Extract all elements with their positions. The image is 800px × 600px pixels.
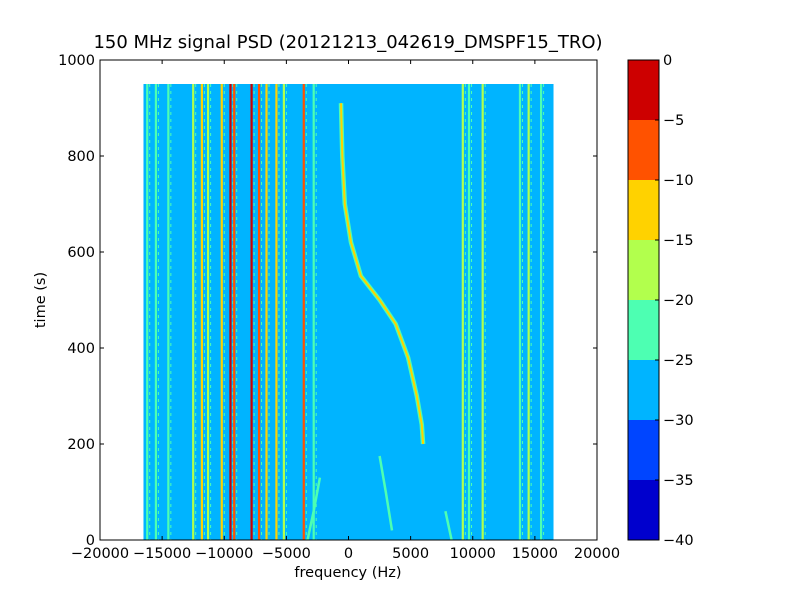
colorbar — [627, 59, 660, 541]
x-axis-label: frequency (Hz) — [294, 565, 401, 581]
colorbar-tick-label: −30 — [663, 413, 694, 429]
colorbar-tick-label: −40 — [663, 533, 694, 549]
colorbar-segment — [628, 180, 659, 240]
spectrogram-plot — [143, 84, 554, 540]
colorbar-axis: −40 −35 −30 −25 −20 −15 −10 −5 0 — [655, 53, 694, 549]
x-tick-label: −20000 — [71, 546, 129, 562]
x-tick-label: 15000 — [512, 546, 558, 562]
spectrogram-background — [143, 84, 554, 540]
x-tick-label: −5000 — [262, 546, 311, 562]
x-tick-label: −15000 — [133, 546, 191, 562]
colorbar-tick-label: −10 — [663, 173, 694, 189]
y-tick-label: 400 — [67, 341, 95, 357]
chart-title: 150 MHz signal PSD (20121213_042619_DMSP… — [93, 32, 602, 53]
y-axis-label: time (s) — [33, 272, 49, 328]
colorbar-segment — [628, 420, 659, 480]
y-tick-label: 1000 — [58, 53, 95, 69]
y-tick-label: 600 — [67, 245, 95, 261]
y-tick-label: 0 — [86, 533, 95, 549]
faint-trace — [444, 510, 453, 540]
colorbar-segment — [628, 60, 659, 120]
colorbar-tick-label: −25 — [663, 353, 694, 369]
x-axis: −20000 −15000 −10000 −5000 0 5000 10000 15000 20… — [71, 60, 620, 562]
y-axis: 0 200 400 600 800 1000 — [58, 53, 597, 549]
x-tick-label: −10000 — [195, 546, 253, 562]
colorbar-segment — [628, 360, 659, 420]
x-tick-label: 0 — [344, 546, 353, 562]
x-tick-label: 10000 — [450, 546, 496, 562]
colorbar-segment — [628, 480, 659, 540]
x-tick-label: 5000 — [392, 546, 429, 562]
colorbar-segment — [628, 120, 659, 180]
faint-trace — [306, 477, 322, 540]
colorbar-segment — [628, 240, 659, 300]
colorbar-tick-label: −35 — [663, 473, 694, 489]
faint-trace — [378, 455, 394, 531]
y-tick-label: 200 — [67, 437, 95, 453]
colorbar-segment — [628, 300, 659, 360]
x-tick-label: 20000 — [574, 546, 620, 562]
colorbar-tick-label: 0 — [663, 53, 672, 69]
doppler-trace — [340, 103, 425, 445]
colorbar-tick-label: −5 — [663, 113, 684, 129]
colorbar-tick-label: −15 — [663, 233, 694, 249]
y-tick-label: 800 — [67, 149, 95, 165]
colorbar-tick-label: −20 — [663, 293, 694, 309]
